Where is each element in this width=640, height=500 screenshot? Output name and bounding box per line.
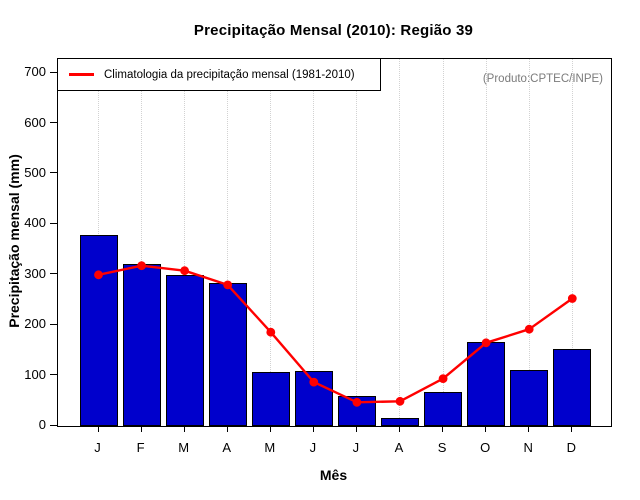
bar-9-S xyxy=(424,392,463,426)
x-tick-label-4: A xyxy=(222,440,232,455)
x-tick-label-1: J xyxy=(94,440,101,455)
bar-8-A xyxy=(380,418,419,426)
y-tick-label-500: 500 xyxy=(24,164,46,180)
climatology-point-12 xyxy=(567,294,577,303)
legend-line-sample-icon xyxy=(69,73,94,76)
y-axis-title: Precipitação mensal (mm) xyxy=(6,154,22,328)
climatology-point-6 xyxy=(309,377,319,387)
x-tick-label-3: M xyxy=(178,440,190,455)
y-tick-label-300: 300 xyxy=(24,265,46,281)
climatology-line-series xyxy=(94,261,577,407)
x-tick xyxy=(485,425,487,432)
bar-1-J xyxy=(79,235,118,426)
bar-10-O xyxy=(467,342,506,426)
y-tick xyxy=(50,323,57,325)
gridline-4 xyxy=(227,59,229,426)
bar-5-M xyxy=(251,372,290,426)
gridline-10 xyxy=(485,59,487,426)
gridline-6 xyxy=(313,59,315,426)
x-tick-label-2: F xyxy=(136,440,145,455)
x-tick xyxy=(269,425,271,432)
climatology-line xyxy=(98,264,573,404)
x-tick xyxy=(355,425,357,432)
x-axis-title: Mês xyxy=(319,467,348,483)
y-tick xyxy=(50,222,57,224)
x-tick-label-12: D xyxy=(566,440,576,455)
x-tick xyxy=(442,425,444,432)
x-tick-label-5: M xyxy=(264,440,276,455)
x-tick xyxy=(312,425,314,432)
x-tick xyxy=(183,425,185,432)
gridline-12 xyxy=(571,59,573,426)
product-annotation: (Produto:CPTEC/INPE) xyxy=(482,73,603,85)
y-tick-label-200: 200 xyxy=(24,316,46,332)
x-tick xyxy=(571,425,573,432)
legend-label: Climatologia da precipitação mensal (198… xyxy=(104,68,355,81)
gridline-8 xyxy=(399,59,401,426)
climatology-point-7 xyxy=(352,397,362,407)
y-tick xyxy=(50,172,57,174)
y-tick-label-700: 700 xyxy=(24,64,46,80)
x-tick-label-6: J xyxy=(309,440,317,455)
y-tick xyxy=(50,424,57,426)
y-tick xyxy=(50,273,57,275)
bar-12-D xyxy=(553,349,592,426)
x-tick-label-9: S xyxy=(437,440,447,455)
climatology-point-1 xyxy=(94,270,103,280)
climatology-point-3 xyxy=(180,266,189,276)
y-tick xyxy=(50,71,57,73)
climatology-point-2 xyxy=(137,261,146,271)
x-tick-label-7: J xyxy=(352,440,360,455)
bar-11-N xyxy=(510,370,549,426)
climatology-point-11 xyxy=(524,324,534,334)
climatology-point-8 xyxy=(395,396,405,406)
x-tick xyxy=(528,425,530,432)
y-tick-label-600: 600 xyxy=(24,114,46,130)
y-tick xyxy=(50,122,57,124)
x-tick-label-10: O xyxy=(480,440,491,455)
y-tick-label-400: 400 xyxy=(24,215,46,231)
y-tick-label-0: 0 xyxy=(38,417,46,432)
gridline-11 xyxy=(528,59,530,426)
climatology-point-9 xyxy=(438,374,448,383)
gridline-9 xyxy=(442,59,444,426)
gridline-2 xyxy=(141,59,143,426)
gridline-7 xyxy=(356,59,358,426)
bar-2-F xyxy=(122,264,161,426)
x-tick-label-11: N xyxy=(523,440,533,455)
climatology-point-5 xyxy=(266,327,276,337)
chart-title: Precipitação Mensal (2010): Região 39 xyxy=(193,22,474,39)
gridline-3 xyxy=(184,59,186,426)
climatology-point-10 xyxy=(481,338,491,348)
bar-3-M xyxy=(165,275,204,426)
plot-area: (Produto:CPTEC/INPE) Climatologia da pre… xyxy=(57,58,612,427)
climatology-point-4 xyxy=(223,280,233,290)
y-tick xyxy=(50,374,57,376)
x-tick xyxy=(398,425,400,432)
x-tick-label-8: A xyxy=(394,440,404,455)
x-tick xyxy=(97,425,99,432)
legend-box: Climatologia da precipitação mensal (198… xyxy=(57,58,381,91)
y-tick-label-100: 100 xyxy=(24,366,46,382)
gridline-5 xyxy=(270,59,272,426)
x-tick xyxy=(140,425,142,432)
x-tick xyxy=(226,425,228,432)
